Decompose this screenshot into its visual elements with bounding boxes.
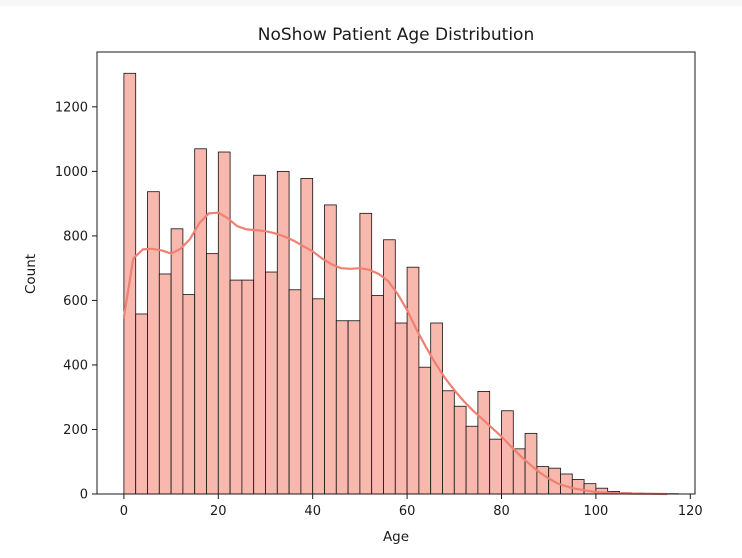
histogram-bar [147, 191, 160, 495]
histogram-bar [182, 294, 196, 495]
histogram-bar [217, 151, 231, 495]
histogram-bar [300, 178, 314, 495]
x-tick-label: 80 [493, 504, 510, 519]
histogram-bar [477, 391, 491, 495]
histogram-bar [288, 289, 302, 495]
x-tick-label: 0 [120, 504, 128, 519]
histogram-bar [406, 266, 420, 495]
histogram-bars [123, 72, 679, 495]
top-strip [0, 0, 742, 6]
y-tick-label: 600 [63, 294, 88, 309]
histogram-bar [465, 425, 479, 495]
y-tick-label: 1200 [55, 100, 88, 115]
histogram-bar [265, 271, 278, 495]
chart-title: NoShow Patient Age Distribution [258, 25, 534, 45]
histogram-bar [418, 366, 432, 495]
histogram-bar [241, 279, 255, 495]
histogram-bar [489, 438, 502, 495]
y-tick-label: 200 [63, 423, 88, 438]
histogram-bar [430, 322, 443, 495]
histogram-bar [135, 313, 148, 495]
histogram-bar [194, 148, 207, 495]
histogram-bar [571, 479, 585, 495]
x-tick-label: 40 [304, 504, 321, 519]
plot-frame [96, 51, 696, 495]
x-axis-label: Age [383, 529, 409, 545]
y-tick-label: 800 [63, 229, 88, 244]
histogram-bar [170, 228, 184, 495]
histogram-bar [276, 170, 290, 495]
histogram-bar [347, 320, 361, 495]
y-axis-ticks: 0 200 400 600 800 1000 1200 [55, 100, 97, 503]
y-tick-label: 400 [63, 358, 88, 373]
y-tick-label: 1000 [55, 165, 88, 180]
histogram-bar [442, 390, 455, 495]
x-tick-label: 120 [678, 504, 703, 519]
histogram-bar [324, 204, 337, 495]
x-tick-label: 20 [210, 504, 227, 519]
histogram-bar [229, 279, 243, 495]
histogram-bar [501, 410, 514, 495]
histogram-bar [371, 295, 384, 495]
y-axis-label: Count [23, 254, 39, 294]
histogram-bar [206, 253, 219, 495]
histogram-bar [253, 174, 266, 495]
histogram-bar [335, 320, 349, 495]
kde-curve-group [122, 211, 668, 496]
x-tick-label: 100 [583, 504, 608, 519]
y-tick-label: 0 [80, 488, 88, 503]
histogram-bar [394, 322, 408, 495]
kde-line [122, 211, 668, 496]
histogram-bar [359, 212, 373, 495]
histogram-bar [524, 432, 538, 495]
histogram-bar [453, 405, 467, 495]
histogram-bar [312, 298, 325, 495]
x-axis-ticks: 0 20 40 60 80 100 120 [120, 494, 703, 519]
x-tick-label: 60 [399, 504, 416, 519]
histogram-bar [158, 273, 172, 495]
